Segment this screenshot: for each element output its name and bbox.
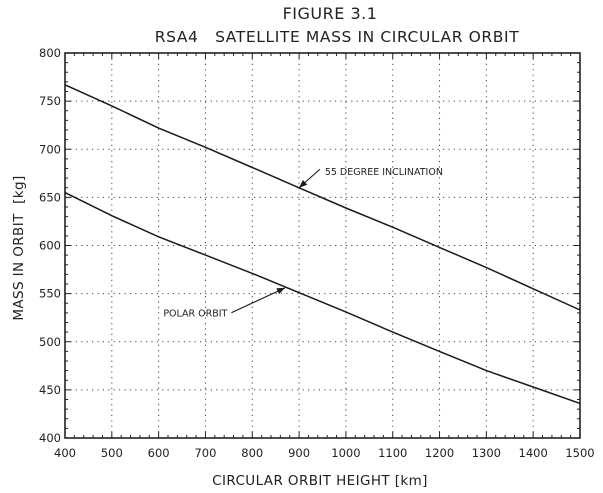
series-lines <box>64 84 581 405</box>
tick-labels: 400 500 600 700 800 900 1000 1100 1200 1300 1400 15… <box>39 46 595 460</box>
annotation-label-polar-orbit: POLAR ORBIT <box>163 309 227 320</box>
chart-title: RSA4 SATELLITE MASS IN CIRCULAR ORBIT <box>155 28 520 46</box>
x-tick-label-500: 500 <box>101 446 123 460</box>
x-tick-label-1000: 1000 <box>331 446 360 460</box>
x-tick-label-1500: 1500 <box>565 446 594 460</box>
x-tick-label-1200: 1200 <box>425 446 454 460</box>
x-tick-label-400: 400 <box>54 446 76 460</box>
plot-frame <box>64 52 581 439</box>
x-axis-label: CIRCULAR ORBIT HEIGHT [km] <box>212 473 428 489</box>
series-line-55-degree-inclination <box>64 84 581 311</box>
grid-lines <box>65 53 580 438</box>
figure-label: FIGURE 3.1 <box>283 4 378 23</box>
x-tick-label-900: 900 <box>288 446 310 460</box>
x-tick-label-700: 700 <box>194 446 216 460</box>
x-tick-label-600: 600 <box>148 446 170 460</box>
y-tick-label-750: 750 <box>39 94 61 108</box>
annotations: 55 DEGREE INCLINATION POLAR ORBIT <box>163 167 443 319</box>
x-tick-label-1400: 1400 <box>519 446 548 460</box>
y-tick-label-700: 700 <box>39 142 61 156</box>
y-tick-label-550: 550 <box>39 287 61 301</box>
annotation-arrow-polar-orbit <box>231 287 286 314</box>
series-line-polar-orbit <box>64 191 581 405</box>
y-tick-label-650: 650 <box>39 190 61 204</box>
y-tick-label-500: 500 <box>39 335 61 349</box>
x-tick-label-1100: 1100 <box>378 446 407 460</box>
annotation-arrowhead-55-degree-inclination <box>299 180 308 188</box>
annotation-arrowhead-polar-orbit <box>276 287 285 295</box>
y-axis-label: MASS IN ORBIT [kg] <box>11 175 27 320</box>
x-tick-label-800: 800 <box>241 446 263 460</box>
annotation-label-55-degree-inclination: 55 DEGREE INCLINATION <box>325 167 443 178</box>
y-tick-label-600: 600 <box>39 239 61 253</box>
y-tick-label-450: 450 <box>39 383 61 397</box>
x-tick-label-1300: 1300 <box>472 446 501 460</box>
y-tick-label-400: 400 <box>39 431 61 445</box>
y-tick-label-800: 800 <box>39 46 61 60</box>
